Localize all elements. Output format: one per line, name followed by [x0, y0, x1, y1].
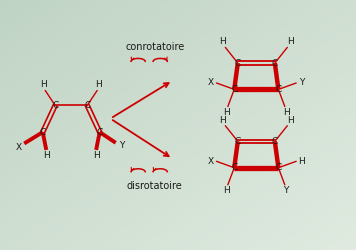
Text: H: H: [287, 37, 294, 46]
Text: H: H: [93, 152, 99, 160]
Text: C: C: [84, 101, 90, 110]
Text: Y: Y: [283, 186, 289, 195]
Text: disrotatoire: disrotatoire: [127, 181, 183, 191]
Text: C: C: [40, 128, 46, 136]
Text: C: C: [272, 137, 278, 146]
Text: X: X: [208, 157, 214, 166]
Text: Y: Y: [119, 141, 125, 150]
Text: H: H: [41, 80, 47, 89]
Text: C: C: [275, 85, 282, 94]
Text: H: H: [223, 108, 230, 117]
Text: H: H: [299, 157, 305, 166]
Text: C: C: [272, 58, 278, 68]
Text: H: H: [219, 37, 225, 46]
Text: H: H: [219, 116, 225, 124]
Text: X: X: [208, 78, 214, 88]
Text: C: C: [275, 163, 282, 172]
Text: X: X: [15, 142, 22, 152]
Text: C: C: [231, 85, 237, 94]
Text: C: C: [52, 101, 58, 110]
Text: H: H: [43, 152, 49, 160]
Text: C: C: [96, 128, 103, 136]
Text: C: C: [231, 163, 237, 172]
Text: conrotatoire: conrotatoire: [125, 42, 184, 52]
Text: C: C: [235, 137, 241, 146]
Text: C: C: [235, 58, 241, 68]
Text: H: H: [283, 108, 289, 117]
Text: H: H: [287, 116, 294, 124]
Text: Y: Y: [299, 78, 305, 88]
Text: H: H: [223, 186, 230, 195]
Text: H: H: [95, 80, 102, 89]
